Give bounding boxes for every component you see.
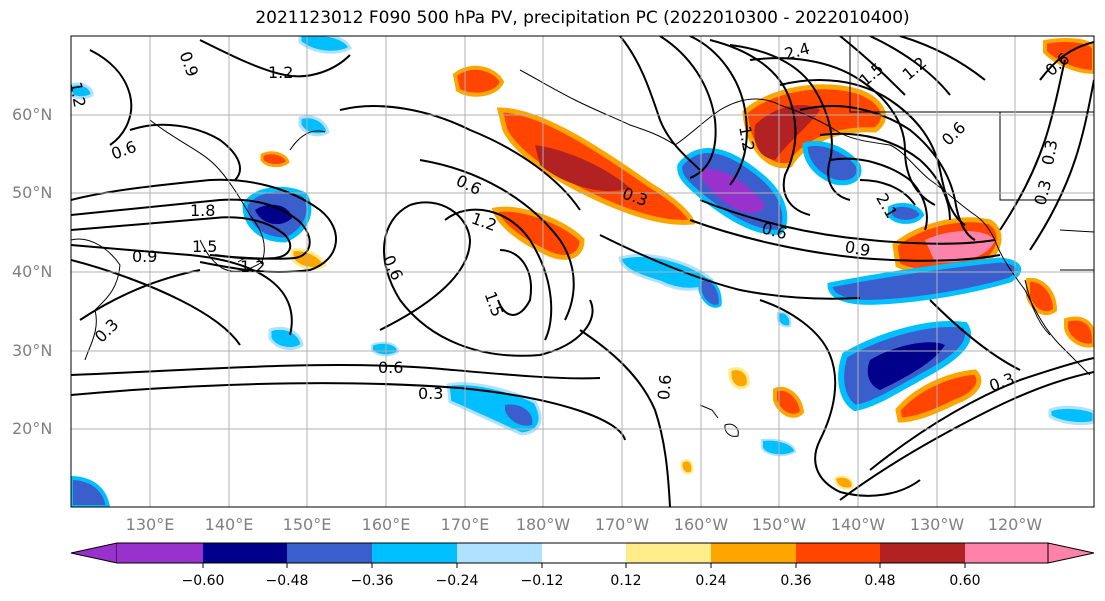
contour-label: 0.6: [654, 374, 675, 401]
longitude-label: 180°W: [515, 515, 571, 534]
map-frame: [70, 35, 1095, 508]
latitude-label: 60°N: [12, 105, 53, 124]
contour-label: 1.2: [240, 257, 265, 276]
colorbar-cell: [796, 543, 880, 563]
colorbar-tick-label: −0.60: [181, 573, 225, 589]
longitude-label: 130°W: [909, 515, 965, 534]
longitude-label: 160°W: [673, 515, 729, 534]
graticule: [71, 36, 1094, 507]
colorbar-tick-label: 0.48: [864, 573, 896, 589]
longitude-label: 130°E: [125, 515, 175, 534]
contour-label: 0.9: [132, 247, 157, 266]
colorbar-cell: [117, 543, 203, 563]
colorbar: [70, 542, 1095, 568]
colorbar-tick-label: 0.60: [949, 573, 981, 589]
contour-label: 0.9: [843, 237, 871, 260]
contour-label: 1.2: [735, 124, 758, 152]
colorbar-tick-label: −0.12: [520, 573, 564, 589]
colorbar-cell: [880, 543, 965, 563]
colorbar-cell: [372, 543, 457, 563]
longitude-label: 120°W: [987, 515, 1043, 534]
contour-label: 1.2: [268, 63, 293, 82]
map-panel: 1.2 0.9 1.2 0.6 1.8 1.5 1.2 0.9 0.6 1.2 …: [66, 36, 1094, 507]
colorbar-tick-label: 0.12: [610, 573, 642, 589]
colorbar-tick-label: 0.36: [780, 573, 812, 589]
colorbar-tick-label: −0.24: [435, 573, 479, 589]
longitude-label: 160°E: [361, 515, 411, 534]
colorbar-tick-label: −0.48: [265, 573, 309, 589]
map-title: 2021123012 F090 500 hPa PV, precipitatio…: [255, 8, 910, 28]
colorbar-cell: [965, 543, 1048, 563]
colorbar-cell: [203, 543, 287, 563]
contour-label: 0.3: [418, 384, 443, 403]
longitude-label: 170°W: [594, 515, 650, 534]
contour-label: 1.5: [192, 237, 217, 256]
contour-label: 1.2: [66, 80, 89, 108]
colorbar-tick-label: −0.36: [350, 573, 394, 589]
coastlines: [71, 36, 1094, 437]
longitude-label: 140°W: [830, 515, 886, 534]
longitude-label: 150°E: [282, 515, 332, 534]
colorbar-cell: [626, 543, 711, 563]
latitude-label: 20°N: [12, 419, 53, 438]
colorbar-cell: [457, 543, 542, 563]
longitude-label: 140°E: [204, 515, 254, 534]
latitude-label: 50°N: [12, 183, 53, 202]
contour-label: 1.8: [190, 201, 215, 220]
colorbar-cell: [1047, 542, 1095, 564]
colorbar-tick-label: 0.24: [695, 573, 727, 589]
latitude-label: 40°N: [12, 262, 53, 281]
longitude-label: 150°W: [751, 515, 807, 534]
colorbar-cell: [70, 542, 118, 564]
colorbar-cell: [287, 543, 372, 563]
colorbar-cell: [542, 543, 626, 563]
pv-contours: [71, 36, 1094, 507]
latitude-label: 30°N: [12, 341, 53, 360]
contour-label: 0.6: [378, 358, 403, 377]
contour-label: 0.3: [1038, 138, 1061, 166]
colorbar-cell: [711, 543, 796, 563]
longitude-label: 170°E: [440, 515, 490, 534]
